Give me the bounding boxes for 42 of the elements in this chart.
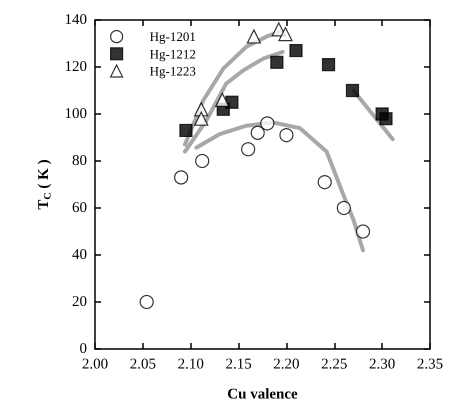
point <box>225 96 238 109</box>
point <box>289 44 303 58</box>
point <box>215 92 230 107</box>
y-tick-label: 60 <box>72 200 87 216</box>
point <box>174 170 188 185</box>
x-tick-label: 2.10 <box>178 356 204 372</box>
x-tick-label: 2.15 <box>225 356 252 372</box>
point <box>379 112 393 126</box>
x-tick-label: 2.25 <box>321 356 348 372</box>
y-axis-title: TC ( K ) <box>36 159 54 210</box>
y-tick-label: 120 <box>64 59 87 75</box>
point <box>194 112 208 126</box>
y-tick-label: 140 <box>64 12 87 28</box>
point <box>260 116 274 130</box>
point <box>241 142 256 156</box>
x-tick-label: 2.20 <box>273 356 300 372</box>
legend-label: Hg-1201 <box>150 29 196 44</box>
point <box>250 126 265 140</box>
y-tick-label: 20 <box>72 294 87 310</box>
x-tick-label: 2.35 <box>416 356 444 372</box>
x-axis-title: Cu valence <box>227 386 298 402</box>
point <box>356 224 370 239</box>
point <box>179 124 193 138</box>
point <box>140 294 154 310</box>
point <box>195 154 210 168</box>
x-tick-label: 2.00 <box>82 356 108 372</box>
y-tick-label: 40 <box>72 247 87 263</box>
x-tick-label: 2.05 <box>130 356 156 372</box>
legend-label: Hg-1223 <box>150 64 196 78</box>
y-tick-label: 100 <box>64 106 87 122</box>
y-tick-label: 80 <box>72 153 87 169</box>
point <box>336 200 351 216</box>
point <box>318 175 332 190</box>
point <box>278 27 293 42</box>
y-tick-label: 0 <box>80 341 87 357</box>
x-tick-label: 2.30 <box>369 356 396 372</box>
point <box>346 84 360 98</box>
point <box>322 58 336 72</box>
legend-label: Hg-1212 <box>150 46 196 62</box>
point <box>270 56 284 69</box>
point <box>279 128 294 142</box>
point <box>246 29 261 44</box>
